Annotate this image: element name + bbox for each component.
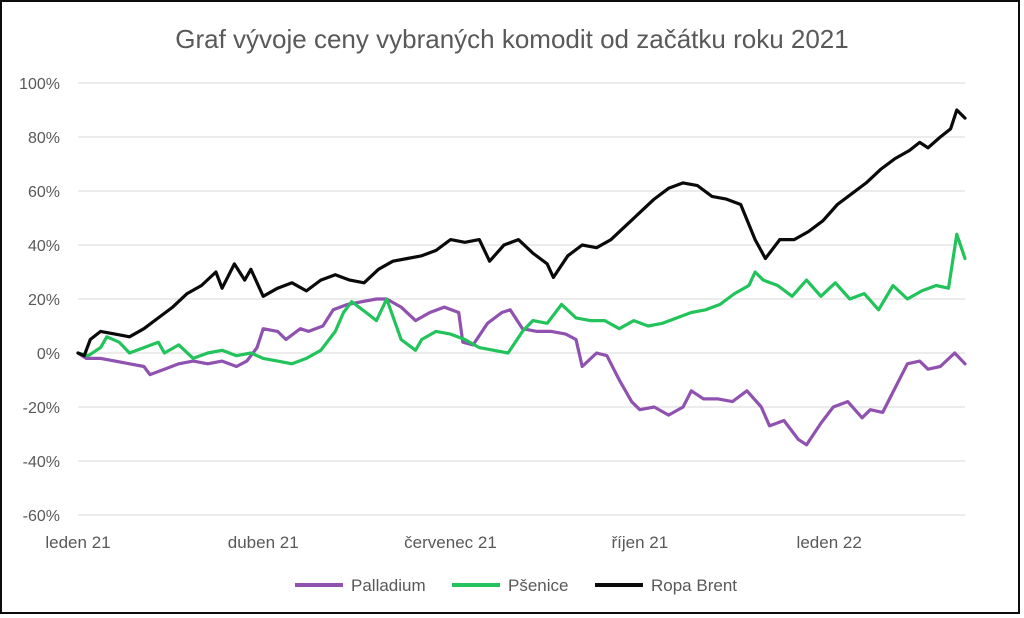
chart-title: Graf vývoje ceny vybraných komodit od za…: [175, 24, 848, 54]
gridlines: [78, 82, 965, 516]
series-lines: [76, 108, 967, 447]
series-line-pšenice: [76, 232, 967, 366]
series-line-palladium: [76, 297, 967, 447]
series-line-ropa-brent: [76, 108, 967, 358]
legend-label: Palladium: [351, 576, 426, 595]
legend-label: Ropa Brent: [651, 576, 737, 595]
y-tick-label: 40%: [28, 238, 60, 255]
x-axis-tick-labels: leden 21 duben 21 červenec 21 říjen 21 leden…: [45, 533, 861, 552]
y-tick-label: 0%: [37, 346, 60, 363]
y-tick-label: 100%: [19, 76, 60, 93]
y-axis-tick-labels: 100% 80% 60% 40% 20% 0% -20% -40% -60%: [19, 76, 60, 525]
x-tick-label: leden 21: [45, 533, 110, 552]
y-tick-label: 80%: [28, 130, 60, 147]
legend-label: Pšenice: [508, 576, 568, 595]
y-tick-label: -40%: [23, 454, 60, 471]
legend: Palladium Pšenice Ropa Brent: [295, 576, 737, 595]
y-tick-label: -60%: [23, 508, 60, 525]
x-tick-label: červenec 21: [404, 533, 497, 552]
x-tick-label: duben 21: [228, 533, 299, 552]
x-tick-label: leden 22: [797, 533, 862, 552]
y-tick-label: 60%: [28, 184, 60, 201]
y-tick-label: 20%: [28, 292, 60, 309]
y-tick-label: -20%: [23, 400, 60, 417]
x-tick-label: říjen 21: [611, 533, 668, 552]
